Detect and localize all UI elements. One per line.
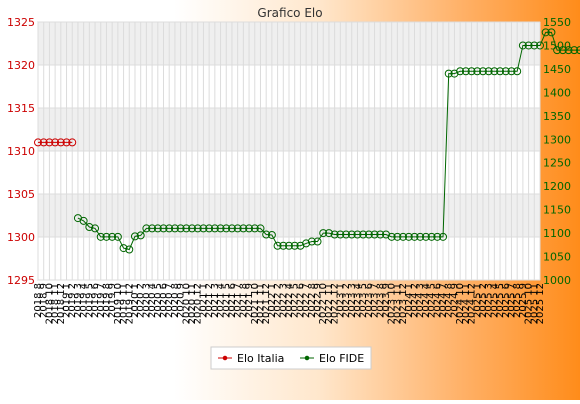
legend-label: Elo Italia: [237, 352, 284, 365]
legend: Elo Italia Elo FIDE: [211, 347, 371, 369]
left-axis-tick-label: 1320: [7, 59, 35, 72]
legend-label: Elo FIDE: [319, 352, 364, 365]
legend-swatch-marker: [223, 356, 227, 360]
right-axis-tick-label: 1550: [543, 16, 571, 29]
right-axis-tick-label: 1350: [543, 110, 571, 123]
right-axis-tick-label: 1400: [543, 86, 571, 99]
right-axis-tick-label: 1200: [543, 180, 571, 193]
right-axis-tick-label: 1250: [543, 157, 571, 170]
right-axis-tick-label: 1050: [543, 251, 571, 264]
right-axis-tick-label: 1000: [543, 274, 571, 287]
right-axis-tick-label: 1300: [543, 133, 571, 146]
legend-swatch-marker: [305, 356, 309, 360]
left-axis-tick-label: 1295: [7, 274, 35, 287]
left-axis-tick-label: 1300: [7, 231, 35, 244]
left-axis-tick-label: 1305: [7, 188, 35, 201]
x-axis-tick-label: 2025 12: [535, 283, 546, 324]
right-axis-tick-label: 1150: [543, 204, 571, 217]
left-axis-tick-label: 1325: [7, 16, 35, 29]
left-axis-tick-label: 1315: [7, 102, 35, 115]
chart-title: Grafico Elo: [257, 6, 322, 20]
right-axis-tick-label: 1450: [543, 63, 571, 76]
right-axis-tick-label: 1100: [543, 227, 571, 240]
left-axis: 1295 1300 1305 1310 1315 1320 1325: [7, 16, 35, 287]
left-axis-tick-label: 1310: [7, 145, 35, 158]
right-axis: 1000 1050 1100 1150 1200 1250 1300 1350 1400 1450…: [543, 16, 571, 287]
